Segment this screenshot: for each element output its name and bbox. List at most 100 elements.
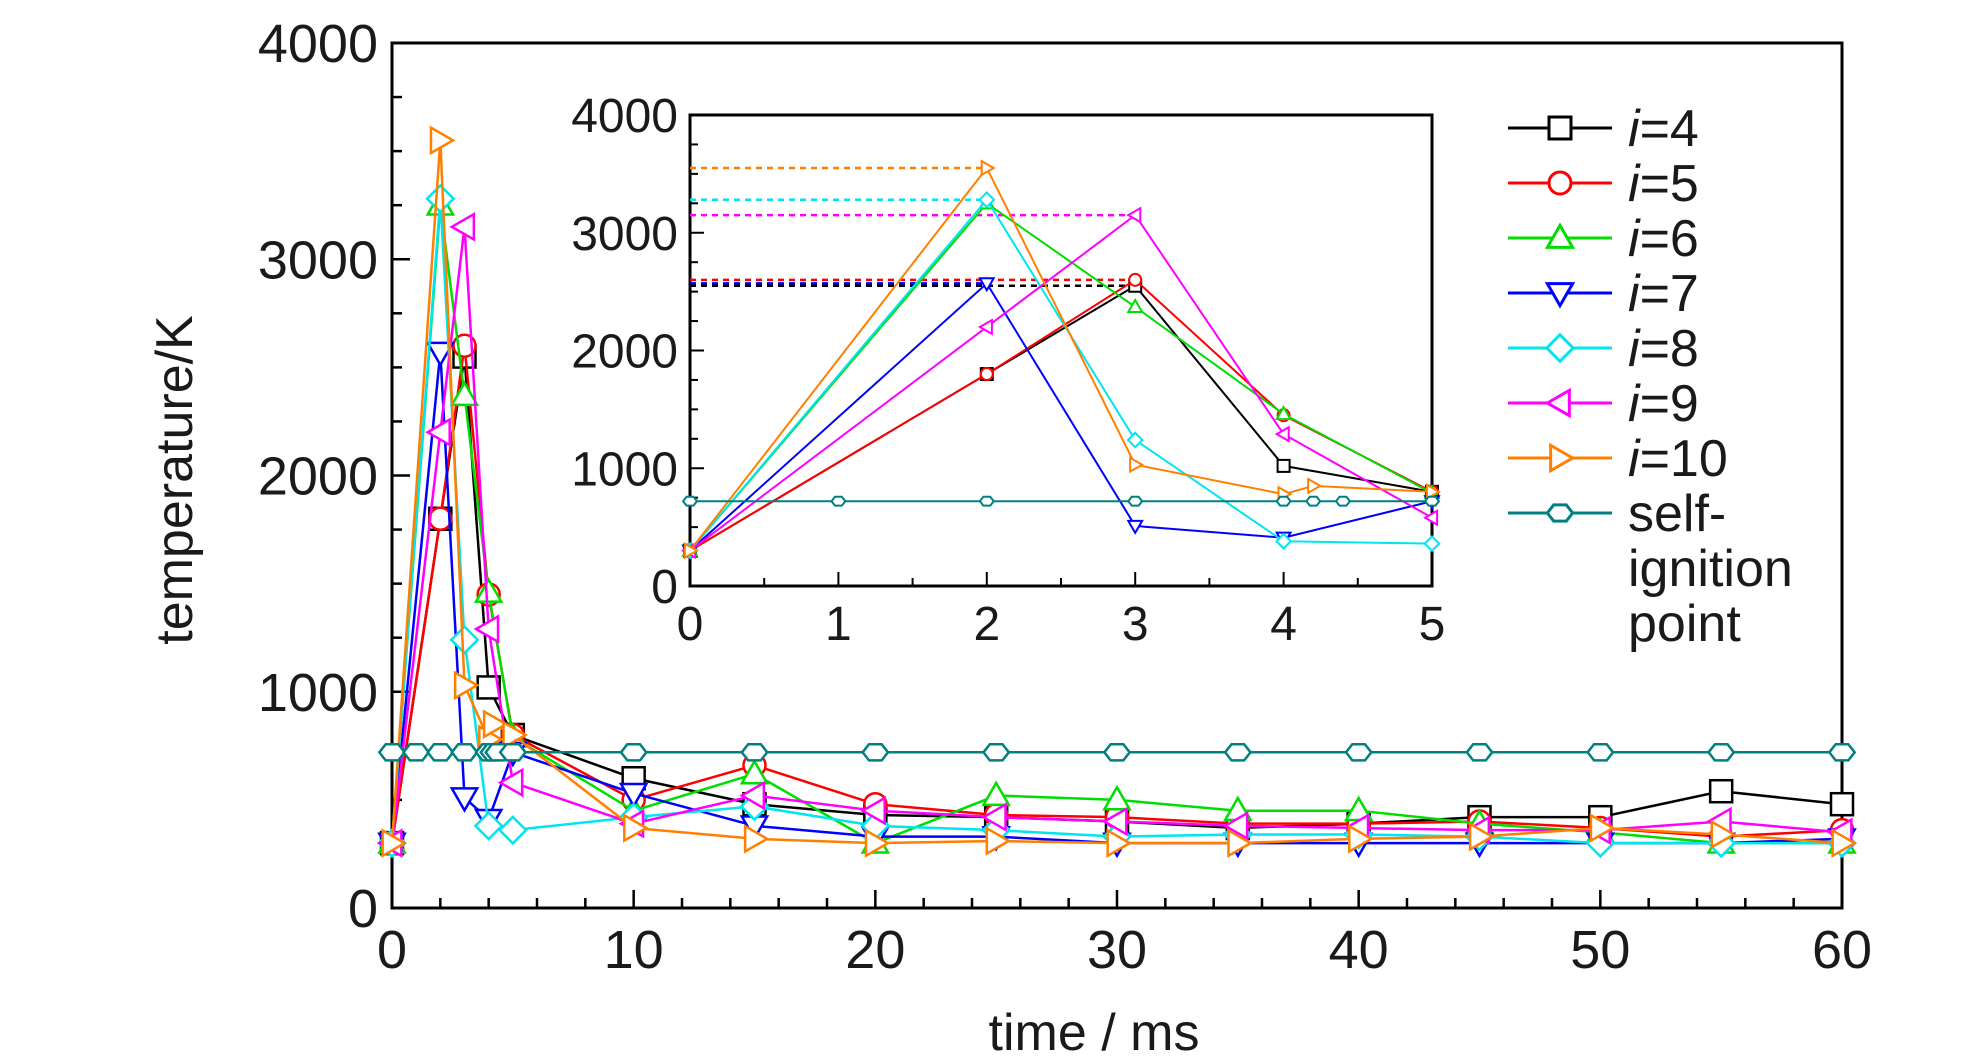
inset-series-group xyxy=(681,159,1441,560)
data-point xyxy=(860,795,886,826)
inset-data-point xyxy=(1307,477,1323,495)
data-point xyxy=(449,624,480,655)
data-point xyxy=(1710,819,1737,850)
series-line xyxy=(390,226,1843,844)
legend-swatch-marker xyxy=(1547,170,1573,196)
data-point xyxy=(473,810,504,841)
data-point xyxy=(1827,742,1857,762)
data-point xyxy=(861,742,890,762)
data-point xyxy=(1102,784,1132,811)
legend-label-italic: i xyxy=(1628,210,1641,268)
y-tick-label: 3000 xyxy=(258,230,378,290)
inset-data-point xyxy=(978,495,995,507)
legend-label: i=8 xyxy=(1628,320,1699,378)
legend-label: i=7 xyxy=(1628,265,1699,323)
inset-data-point xyxy=(1425,483,1441,501)
inset-data-point xyxy=(1127,495,1144,507)
y-tick-label: 2000 xyxy=(258,447,378,507)
legend-label: i=9 xyxy=(1628,375,1699,433)
data-point xyxy=(401,742,431,762)
legend-item-i-4: i=4 xyxy=(1508,100,1699,158)
legend-label-italic: i xyxy=(1628,320,1641,378)
legend-label-italic: i xyxy=(1628,100,1641,158)
inset-data-point xyxy=(1334,495,1352,507)
data-point xyxy=(981,780,1011,807)
data-point xyxy=(497,767,524,798)
legend-swatch-marker xyxy=(1544,332,1576,364)
inset-y-tick-label: 0 xyxy=(651,561,678,614)
legend-swatch-marker xyxy=(1544,222,1576,249)
data-point xyxy=(1831,828,1858,858)
data-point xyxy=(426,742,455,762)
legend-label: i=10 xyxy=(1628,430,1728,488)
inset-data-point xyxy=(1129,456,1145,474)
inset-x-tick-label: 5 xyxy=(1419,598,1446,651)
inset-data-point xyxy=(1423,509,1439,527)
legend-label: self- xyxy=(1628,485,1726,543)
data-point xyxy=(981,742,1011,762)
legend-label-italic: i xyxy=(1628,265,1641,323)
series-line xyxy=(390,352,1843,845)
data-point xyxy=(1706,742,1736,762)
inset-data-point xyxy=(1128,272,1143,287)
data-point xyxy=(502,720,528,750)
data-point xyxy=(1344,742,1373,762)
inset-data-point xyxy=(980,159,996,177)
legend-label: i=5 xyxy=(1628,155,1699,213)
inset-data-point xyxy=(978,191,996,209)
data-point xyxy=(1227,828,1253,858)
data-point xyxy=(449,787,480,813)
data-point xyxy=(1708,778,1734,804)
inset-data-point xyxy=(683,542,699,560)
data-point xyxy=(1468,821,1495,852)
legend-swatch-marker xyxy=(1544,387,1571,419)
inset-data-point xyxy=(1274,405,1293,421)
data-point xyxy=(381,828,408,858)
inset-data-point xyxy=(1274,425,1290,443)
inset-series-self-ignition-point xyxy=(681,495,1441,507)
legend-label: point xyxy=(1628,595,1741,653)
legend-label-rest: =10 xyxy=(1640,430,1728,488)
legend-label-rest: =9 xyxy=(1640,375,1699,433)
data-point xyxy=(476,675,501,700)
x-tick-label: 50 xyxy=(1570,920,1630,980)
legend-swatch-marker xyxy=(1549,442,1576,474)
inset-series-i-8 xyxy=(681,191,1441,560)
legend-label-rest: =6 xyxy=(1640,210,1699,268)
legend-item-i-9: i=9 xyxy=(1508,375,1699,433)
inset-data-point xyxy=(1305,495,1322,507)
legend-swatch-marker xyxy=(1547,115,1573,141)
data-point xyxy=(985,826,1012,856)
data-point xyxy=(1101,806,1128,837)
inset-series-line xyxy=(689,166,1433,552)
inset-data-point xyxy=(979,367,994,382)
data-point xyxy=(1222,811,1249,841)
inset-x-tick-label: 3 xyxy=(1122,598,1149,651)
x-tick-label: 60 xyxy=(1812,920,1872,980)
data-point xyxy=(429,125,456,156)
inset-data-point xyxy=(978,277,996,293)
data-point xyxy=(981,802,1007,832)
data-point xyxy=(450,742,479,762)
inset-data-point xyxy=(1274,532,1293,550)
inset-frame xyxy=(688,113,1434,588)
legend-swatch-marker xyxy=(1544,282,1576,309)
x-tick-label: 10 xyxy=(604,920,664,980)
inset-x-tick-label: 1 xyxy=(825,598,852,651)
inset-y-tick-label: 1000 xyxy=(571,443,678,496)
x-tick-label: 20 xyxy=(845,920,905,980)
inset-data-point xyxy=(1276,458,1291,473)
inset-y-tick-label: 2000 xyxy=(571,326,678,379)
data-point xyxy=(1586,742,1615,762)
inset-data-point xyxy=(977,318,993,336)
data-point xyxy=(1589,813,1616,843)
data-point xyxy=(1829,791,1855,817)
inset-y-tick-label: 4000 xyxy=(571,90,678,143)
legend-swatch-marker xyxy=(1545,503,1575,523)
inset-series-i-10 xyxy=(683,159,1441,560)
data-point xyxy=(623,813,649,843)
legend-label-italic: i xyxy=(1628,155,1641,213)
